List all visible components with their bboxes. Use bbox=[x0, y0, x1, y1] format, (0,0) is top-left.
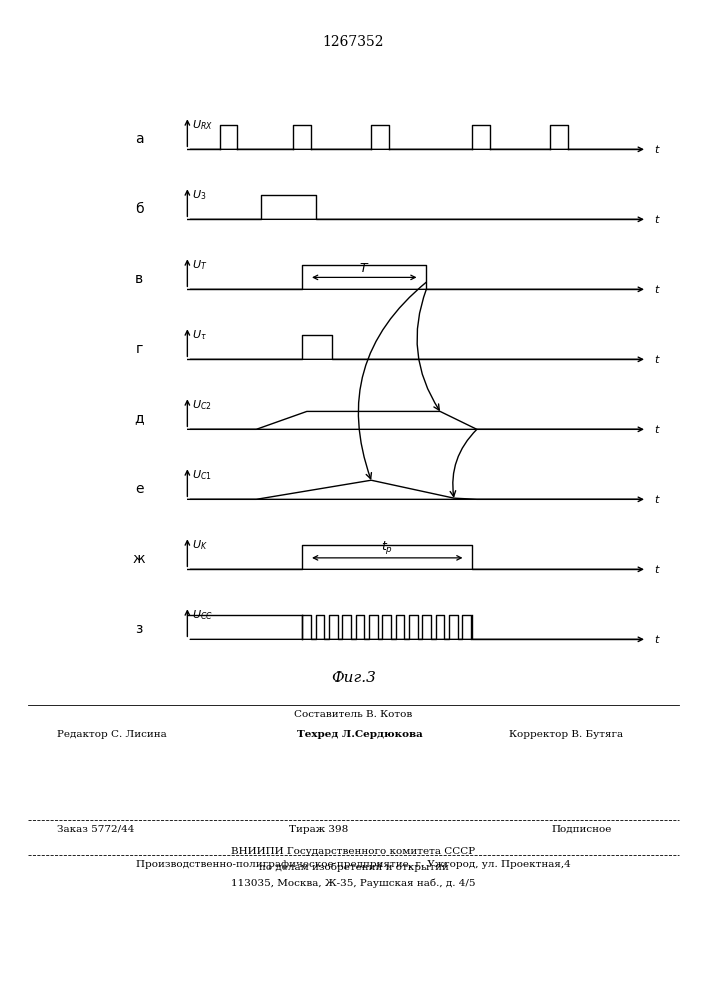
Text: з: з bbox=[136, 622, 143, 636]
Text: $t$: $t$ bbox=[654, 213, 660, 225]
Text: $t_p$: $t_p$ bbox=[381, 539, 393, 556]
Text: Тираж 398: Тираж 398 bbox=[288, 825, 348, 834]
Text: $t$: $t$ bbox=[654, 143, 660, 155]
Text: $t$: $t$ bbox=[654, 563, 660, 575]
Text: $U_{C1}$: $U_{C1}$ bbox=[192, 468, 212, 482]
Text: 113035, Москва, Ж-35, Раушская наб., д. 4/5: 113035, Москва, Ж-35, Раушская наб., д. … bbox=[231, 879, 476, 888]
Text: Корректор В. Бутяга: Корректор В. Бутяга bbox=[509, 730, 623, 739]
Text: Составитель В. Котов: Составитель В. Котов bbox=[294, 710, 413, 719]
Text: Заказ 5772/44: Заказ 5772/44 bbox=[57, 825, 134, 834]
Text: $t$: $t$ bbox=[654, 633, 660, 645]
Text: Редактор С. Лисина: Редактор С. Лисина bbox=[57, 730, 166, 739]
Text: $t$: $t$ bbox=[654, 283, 660, 295]
Text: е: е bbox=[135, 482, 144, 496]
Text: 1267352: 1267352 bbox=[323, 35, 384, 49]
Text: Производственно-полиграфическое предприятие, г. Ужгород, ул. Проектная,4: Производственно-полиграфическое предприя… bbox=[136, 860, 571, 869]
Text: $U_3$: $U_3$ bbox=[192, 188, 206, 202]
Text: $U_{RX}$: $U_{RX}$ bbox=[192, 118, 213, 132]
Text: ж: ж bbox=[133, 552, 146, 566]
Text: $t$: $t$ bbox=[654, 423, 660, 435]
Text: $T$: $T$ bbox=[359, 262, 370, 275]
Text: по делам изобретений и открытий: по делам изобретений и открытий bbox=[259, 863, 448, 872]
Text: а: а bbox=[135, 132, 144, 146]
Text: Фиг.3: Фиг.3 bbox=[331, 671, 376, 685]
Text: б: б bbox=[135, 202, 144, 216]
Text: Подписное: Подписное bbox=[551, 825, 612, 834]
Text: г: г bbox=[136, 342, 143, 356]
Text: $U_{\tau}$: $U_{\tau}$ bbox=[192, 328, 206, 342]
Text: $t$: $t$ bbox=[654, 493, 660, 505]
Text: $U_K$: $U_K$ bbox=[192, 538, 208, 552]
Text: $U_{C2}$: $U_{C2}$ bbox=[192, 398, 211, 412]
Text: Техред Л.Сердюкова: Техред Л.Сердюкова bbox=[297, 730, 423, 739]
Text: д: д bbox=[134, 412, 144, 426]
Text: в: в bbox=[135, 272, 143, 286]
Text: $U_T$: $U_T$ bbox=[192, 258, 207, 272]
Text: $t$: $t$ bbox=[654, 353, 660, 365]
Text: $U_{CC}$: $U_{CC}$ bbox=[192, 608, 213, 622]
Text: ВНИИПИ Государственного комитета СССР: ВНИИПИ Государственного комитета СССР bbox=[231, 847, 476, 856]
